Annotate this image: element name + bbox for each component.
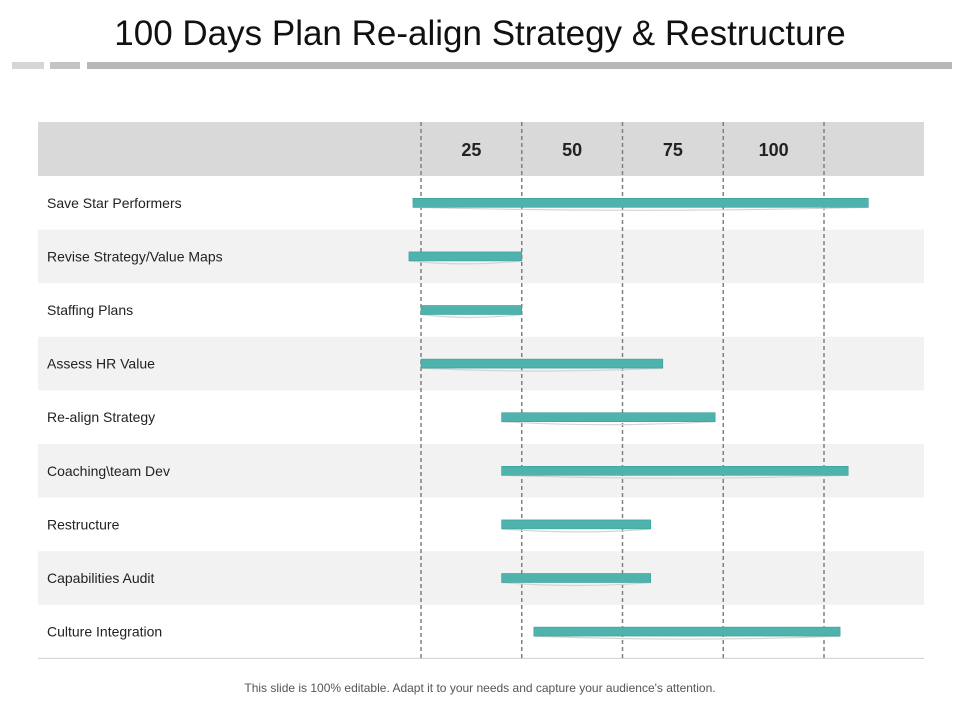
- title-underline-segment: [12, 62, 44, 69]
- gantt-bar: [533, 626, 841, 637]
- gantt-bar: [501, 573, 652, 583]
- gantt-bar: [420, 305, 523, 315]
- title-underline-bar: [87, 62, 952, 69]
- bar-shadow: [501, 528, 651, 533]
- row-label: Revise Strategy/Value Maps: [47, 248, 223, 264]
- gantt-bar: [501, 519, 652, 530]
- row-label: Staffing Plans: [47, 302, 133, 318]
- row-label: Culture Integration: [47, 624, 162, 640]
- title-underline-segment: [50, 62, 80, 69]
- header-band: [38, 122, 924, 176]
- row-band: [38, 551, 924, 605]
- x-tick-label: 50: [562, 140, 582, 160]
- row-label: Coaching\team Dev: [47, 463, 170, 479]
- bar-shadow: [408, 260, 522, 265]
- bar-shadow: [501, 421, 716, 426]
- row-label: Assess HR Value: [47, 356, 155, 372]
- footer-note: This slide is 100% editable. Adapt it to…: [244, 681, 716, 695]
- row-label: Capabilities Audit: [47, 570, 155, 586]
- bar-shadow: [420, 367, 663, 372]
- row-label: Save Star Performers: [47, 195, 182, 211]
- gantt-bar: [501, 465, 849, 476]
- bar-shadow: [533, 635, 841, 640]
- gantt-bar: [408, 251, 523, 262]
- gantt-bar: [420, 358, 664, 369]
- gantt-bar: [501, 412, 716, 423]
- x-tick-label: 75: [663, 140, 683, 160]
- bar-shadow: [412, 206, 869, 211]
- bar-shadow: [501, 581, 651, 587]
- x-tick-label: 25: [461, 140, 481, 160]
- bar-shadow: [501, 474, 849, 479]
- row-label: Restructure: [47, 516, 120, 532]
- page-title: 100 Days Plan Re-align Strategy & Restru…: [114, 14, 846, 53]
- row-label: Re-align Strategy: [47, 409, 155, 425]
- bar-shadow: [420, 313, 522, 319]
- x-tick-label: 100: [759, 140, 789, 160]
- gantt-bar: [412, 198, 869, 208]
